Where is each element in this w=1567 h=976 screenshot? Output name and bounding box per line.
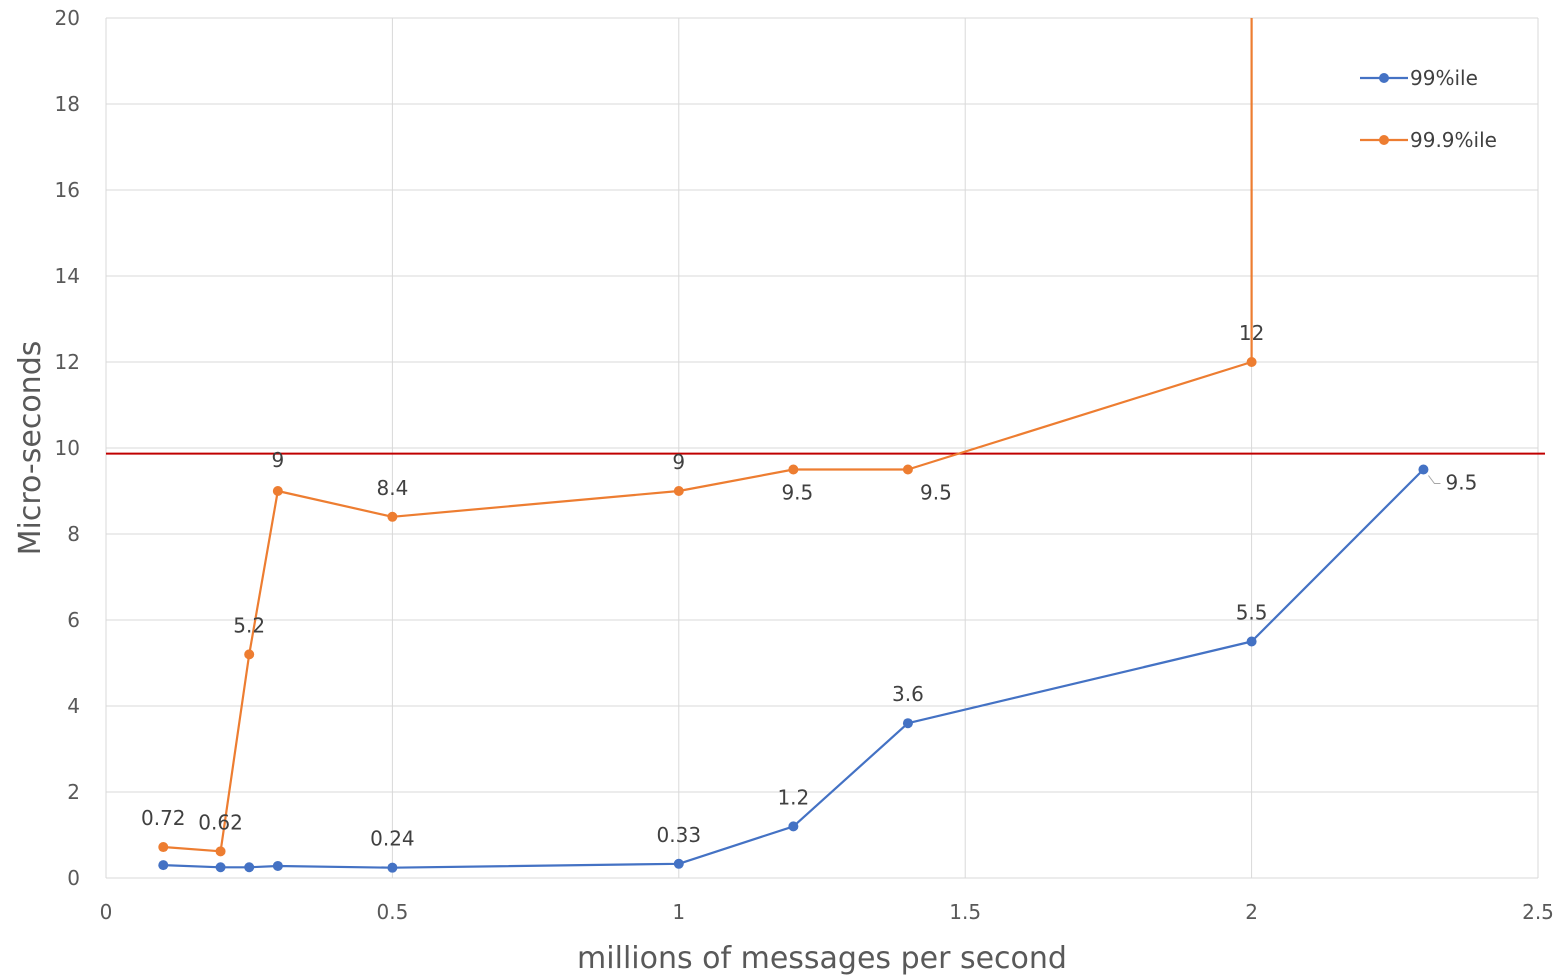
data-label: 9.5 (781, 481, 813, 505)
y-tick-label: 0 (67, 866, 80, 890)
data-point (387, 511, 398, 522)
data-point (902, 718, 913, 729)
data-labels: 0.24 0.33 1.2 3.6 5.5 9.5 0.72 0.62 5.2 9 8.4 9 9.5 9… (141, 321, 1477, 851)
data-point (387, 862, 398, 873)
data-point (272, 486, 283, 496)
x-tick-label: 1.5 (949, 900, 981, 924)
y-tick-label: 8 (67, 522, 80, 546)
grid (105, 17, 1539, 879)
data-point (1418, 464, 1429, 475)
data-label: 9.5 (1446, 471, 1478, 495)
x-tick-label: 2 (1245, 900, 1258, 924)
series-line (163, 18, 1253, 853)
data-label: 9 (672, 450, 685, 474)
data-label: 5.2 (233, 613, 265, 637)
x-tick-label: 0.5 (376, 900, 408, 924)
tick-labels: 0 2 4 6 8 10 12 14 16 18 20 0 0.5 1 1.5 2 2.5 (55, 6, 1554, 924)
x-tick-label: 2.5 (1522, 900, 1554, 924)
data-label: 0.72 (141, 806, 186, 830)
legend-marker (1379, 135, 1389, 145)
data-point (272, 860, 283, 871)
legend: 99%ile 99.9%ile (1360, 66, 1497, 152)
data-label: 8.4 (376, 476, 408, 500)
data-point (215, 862, 226, 873)
y-tick-label: 12 (55, 350, 80, 374)
data-label: 9 (271, 448, 284, 472)
data-point (158, 842, 169, 853)
data-point (1246, 636, 1257, 647)
x-tick-label: 1 (672, 900, 685, 924)
data-label: 9.5 (920, 481, 952, 505)
data-point (244, 649, 255, 660)
data-point (788, 464, 799, 475)
data-label: 3.6 (892, 682, 924, 706)
legend-marker (1379, 73, 1389, 83)
data-point (158, 860, 169, 871)
label-leader (1428, 475, 1441, 484)
data-point (244, 862, 255, 873)
legend-label: 99.9%ile (1410, 128, 1497, 152)
y-tick-label: 10 (55, 436, 80, 460)
y-tick-label: 2 (67, 780, 80, 804)
data-label: 0.33 (657, 823, 702, 847)
y-tick-label: 6 (67, 608, 80, 632)
data-point (673, 486, 684, 496)
data-label: 12 (1239, 321, 1264, 345)
x-tick-label: 0 (100, 900, 113, 924)
data-point (673, 858, 684, 869)
series-line (163, 468, 1425, 869)
y-tick-label: 14 (55, 264, 80, 288)
data-label: 0.24 (370, 827, 415, 851)
data-point (1246, 357, 1257, 367)
x-axis-title: millions of messages per second (577, 941, 1067, 976)
legend-label: 99%ile (1410, 66, 1478, 90)
data-point (902, 464, 913, 475)
y-tick-label: 16 (55, 178, 80, 202)
data-label: 0.62 (198, 810, 243, 834)
data-point (788, 821, 799, 832)
data-label: 5.5 (1236, 601, 1268, 625)
y-tick-label: 20 (55, 6, 80, 30)
y-tick-label: 4 (67, 694, 80, 718)
data-point (215, 846, 226, 857)
series-group (158, 18, 1429, 873)
y-axis-title: Micro-seconds (13, 341, 48, 556)
data-label: 1.2 (777, 785, 809, 809)
y-tick-label: 18 (55, 92, 80, 116)
